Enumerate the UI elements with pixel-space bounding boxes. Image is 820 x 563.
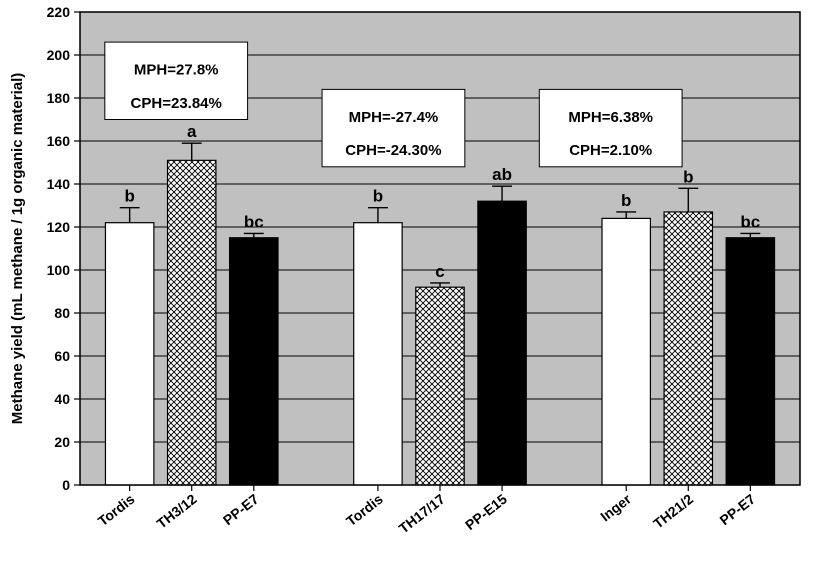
bar (230, 238, 278, 485)
y-tick-label: 60 (54, 348, 70, 364)
y-tick-label: 0 (62, 477, 70, 493)
chart-svg: 0 20 40 60 80 100 120 140 160 180 200 220 Methane yi… (0, 0, 820, 563)
y-tick-label: 40 (54, 391, 70, 407)
y-tick-label: 20 (54, 434, 70, 450)
significance-label: bc (740, 212, 760, 231)
y-tick-label: 200 (47, 47, 71, 63)
x-tick-label: TH3/12 (154, 491, 200, 532)
y-axis-label: Methane yield (mL methane / 1g organic m… (9, 73, 26, 424)
bar (726, 238, 774, 485)
bar (664, 212, 712, 485)
significance-label: b (683, 167, 693, 186)
x-tick-label: Inger (597, 490, 634, 524)
significance-label: a (187, 122, 197, 141)
x-tick-label: TH17/17 (396, 491, 448, 537)
y-tick-label: 120 (47, 219, 71, 235)
x-tick-label: Tordis (95, 491, 138, 529)
annotation-line2: CPH=23.84% (131, 95, 222, 112)
bar (354, 223, 402, 485)
x-tick-label: PP-E7 (220, 491, 262, 529)
y-tick-label: 80 (54, 305, 70, 321)
annotation-line1: MPH=6.38% (568, 109, 653, 126)
bar (478, 201, 526, 485)
x-tick-label: TH21/2 (650, 491, 696, 532)
y-tick-label: 100 (47, 262, 71, 278)
x-tick-label: PP-E15 (462, 491, 510, 533)
annotation-line1: MPH=27.8% (134, 62, 219, 79)
significance-label: b (621, 191, 631, 210)
x-tick-label: Tordis (343, 491, 386, 529)
methane-yield-bar-chart: 0 20 40 60 80 100 120 140 160 180 200 220 Methane yi… (0, 0, 820, 563)
annotation-line2: CPH=-24.30% (345, 142, 441, 159)
bar (416, 287, 464, 485)
y-tick-label: 160 (47, 133, 71, 149)
significance-label: ab (492, 165, 512, 184)
bar (168, 160, 216, 485)
significance-label: bc (244, 212, 264, 231)
significance-label: b (124, 187, 134, 206)
significance-label: c (435, 262, 444, 281)
annotation-line2: CPH=2.10% (569, 142, 652, 159)
y-tick-label: 180 (47, 90, 71, 106)
y-tick-label: 140 (47, 176, 71, 192)
bar (602, 218, 650, 485)
y-tick-label: 220 (47, 4, 71, 20)
bar (105, 223, 153, 485)
annotation-line1: MPH=-27.4% (349, 109, 439, 126)
significance-label: b (373, 187, 383, 206)
x-tick-label: PP-E7 (716, 491, 758, 529)
